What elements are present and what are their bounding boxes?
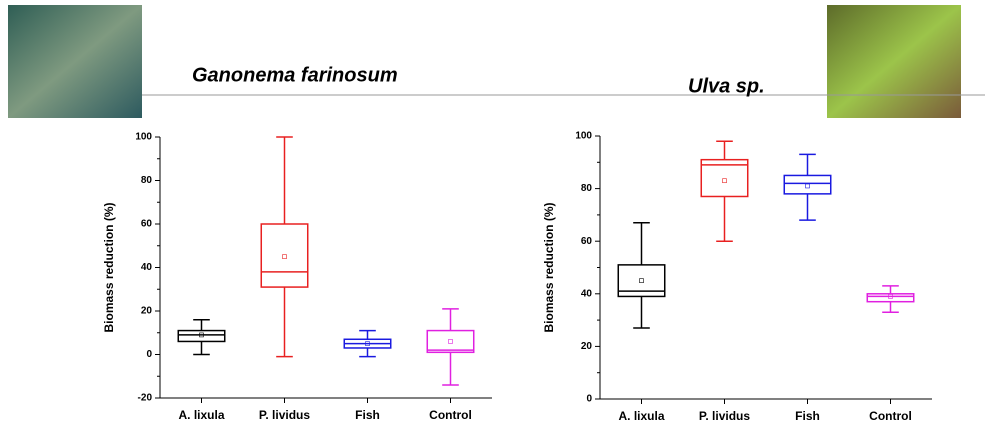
y-tick-label: 80 (141, 175, 153, 186)
chart-title: Ganonema farinosum (192, 64, 398, 86)
box (178, 331, 224, 342)
y-tick-label: 40 (581, 288, 593, 299)
box (867, 294, 913, 302)
x-tick-label: Fish (795, 409, 820, 423)
y-axis-label: Biomass reduction (%) (102, 202, 116, 332)
y-axis-label: Biomass reduction (%) (542, 202, 556, 332)
photo (8, 5, 142, 118)
box (261, 224, 307, 287)
y-tick-label: 60 (141, 219, 153, 230)
y-tick-label: 100 (135, 132, 152, 143)
mean (806, 184, 810, 188)
mean (449, 339, 453, 343)
box (784, 175, 830, 193)
photo (827, 5, 961, 118)
y-tick-label: 100 (575, 131, 592, 142)
y-tick-label: 0 (146, 349, 152, 360)
y-tick-label: 60 (581, 236, 593, 247)
mean (723, 179, 727, 183)
x-tick-label: Fish (355, 408, 380, 422)
y-tick-label: 40 (141, 262, 153, 273)
mean (283, 255, 287, 259)
box (427, 331, 473, 353)
x-tick-label: Control (429, 408, 472, 422)
y-tick-label: 0 (586, 394, 592, 405)
y-tick-label: -20 (138, 393, 153, 404)
x-tick-label: P. lividus (699, 409, 750, 423)
y-tick-label: 20 (581, 341, 593, 352)
y-tick-label: 80 (581, 183, 593, 194)
x-tick-label: P. lividus (259, 408, 310, 422)
x-tick-label: A. lixula (618, 409, 664, 423)
y-tick-label: 20 (141, 306, 153, 317)
chart-title: Ulva sp. (688, 75, 765, 97)
mean (640, 279, 644, 283)
x-tick-label: A. lixula (178, 408, 224, 422)
x-tick-label: Control (869, 409, 912, 423)
slide: Ganonema farinosum Ulva sp. -20 0 20 40 60 80… (0, 0, 985, 441)
